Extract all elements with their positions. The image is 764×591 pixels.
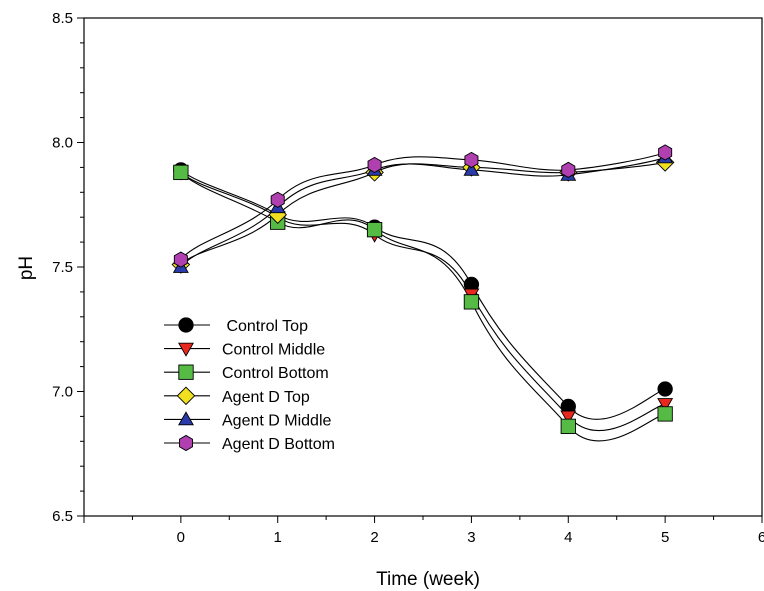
x-axis-title: Time (week) [376, 569, 480, 590]
data-point-s1-4 [560, 410, 577, 425]
data-point-s0-5 [657, 381, 673, 397]
series-markers [171, 144, 675, 435]
legend-marker [178, 317, 194, 333]
data-point-s5-3 [464, 151, 479, 169]
legend-entry: Control Middle [164, 342, 325, 359]
x-tick-label: 2 [370, 529, 378, 546]
y-tick-label: 6.5 [52, 508, 73, 525]
x-tick-label: 1 [274, 529, 282, 546]
data-point-s2-0 [173, 164, 189, 181]
data-point-s2-3 [463, 294, 480, 310]
x-tick-label: 5 [661, 529, 669, 546]
data-point-s2-5 [657, 406, 673, 422]
legend-entry: Agent D Bottom [164, 434, 335, 453]
legend-label: Control Bottom [222, 365, 329, 382]
y-tick-label: 7.0 [52, 384, 73, 401]
legend-marker [176, 386, 196, 406]
data-point-s5-2 [367, 156, 382, 173]
series-line-5 [180, 151, 666, 260]
legend-entry: Agent D Middle [164, 411, 331, 429]
data-point-s4-3 [463, 161, 480, 176]
legend-entry: Control Top [164, 317, 308, 335]
legend-label: Control Top [222, 318, 308, 335]
data-point-s2-4 [560, 418, 576, 435]
data-point-s1-5 [657, 398, 674, 413]
x-tick-label: 0 [177, 529, 185, 546]
legend-marker [179, 434, 193, 452]
data-point-s5-4 [561, 161, 576, 178]
data-point-s5-1 [270, 191, 285, 208]
legend-label: Agent D Bottom [222, 436, 335, 453]
legend-entry: Agent D Top [164, 386, 310, 406]
y-tick-label: 7.5 [52, 259, 73, 276]
legend-entry: Control Bottom [164, 364, 329, 382]
y-tick-label: 8.0 [52, 135, 73, 152]
data-point-s5-5 [658, 144, 673, 161]
y-axis-title: pH [16, 256, 37, 280]
legend-marker [178, 364, 194, 380]
series-line-3 [180, 161, 666, 265]
x-tick-label: 6 [758, 529, 764, 546]
data-point-s5-0 [173, 251, 188, 268]
legend-marker [178, 342, 194, 357]
legend-label: Control Middle [222, 342, 325, 359]
legend-label: Agent D Top [222, 389, 310, 406]
legend: Control Top Control Middle Control Bottom A… [164, 317, 335, 453]
axes: 6.5 7.0 7.5 8.0 8.5 0 1 2 3 4 5 6 [52, 10, 764, 546]
legend-label: Agent D Middle [222, 412, 331, 429]
x-tick-label: 4 [564, 529, 572, 546]
x-tick-label: 3 [467, 529, 475, 546]
legend-marker [178, 411, 194, 426]
data-point-s2-2 [366, 221, 383, 238]
y-tick-label: 8.5 [52, 10, 73, 27]
